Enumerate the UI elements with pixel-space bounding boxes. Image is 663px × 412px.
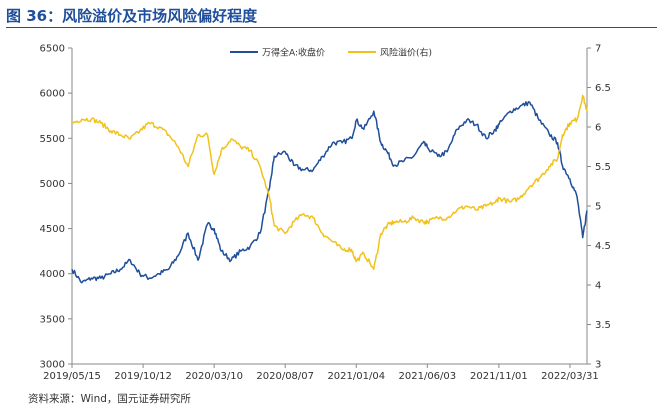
left-tick-label: 6500 [40,44,65,55]
source-note: 资料来源：Wind，国元证券研究所 [28,393,191,405]
right-tick-label: 3.5 [595,320,611,331]
right-tick-label: 6.5 [595,83,611,94]
x-tick-label: 2021/11/01 [470,371,528,382]
left-tick-label: 3500 [40,314,65,325]
left-tick-label: 4000 [40,269,65,280]
x-tick-label: 2021/01/04 [327,371,385,382]
series-line-risk-premium [71,94,588,270]
left-tick-label: 5500 [40,134,65,145]
legend-label: 万得全A:收盘价 [262,47,325,59]
x-tick-label: 2019/05/15 [43,371,101,382]
left-tick-label: 3000 [40,360,65,371]
right-tick-label: 5 [595,202,601,213]
legend-label: 风险溢价(右) [380,47,432,59]
x-tick-label: 2020/03/10 [185,371,243,382]
left-tick-label: 4500 [40,224,65,235]
x-tick-label: 2020/08/07 [256,371,314,382]
right-tick-label: 6 [595,123,601,134]
right-tick-label: 4.5 [595,241,611,252]
left-tick-label: 5000 [40,179,65,190]
figure-title: 图 36：风险溢价及市场风险偏好程度 [6,4,657,28]
right-tick-label: 4 [595,281,601,292]
right-tick-label: 5.5 [595,162,611,173]
series-line-wind-a [71,101,588,284]
x-tick-label: 2021/06/03 [399,371,457,382]
x-tick-label: 2022/03/31 [541,371,599,382]
x-tick-label: 2019/10/12 [114,371,172,382]
right-tick-label: 7 [595,44,601,55]
left-tick-label: 6000 [40,89,65,100]
right-tick-label: 3 [595,360,601,371]
